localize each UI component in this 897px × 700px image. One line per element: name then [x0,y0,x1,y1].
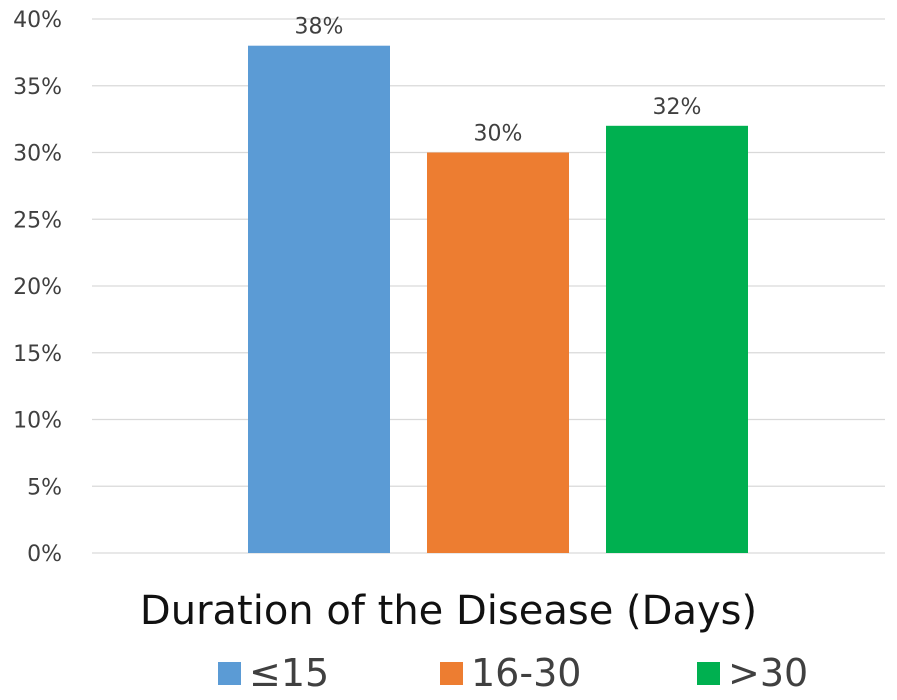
legend-label-2: 16-30 [471,651,581,695]
y-tick-label: 40% [13,8,62,33]
legend-swatch-3 [697,662,720,685]
legend-item-1: ≤15 [218,648,329,698]
bar-3 [606,126,748,553]
y-tick-label: 25% [13,208,62,233]
y-tick-label: 15% [13,342,62,367]
legend-label-1: ≤15 [249,651,329,695]
y-tick-label: 30% [13,142,62,167]
legend-swatch-1 [218,662,241,685]
bar-2 [427,153,569,554]
y-tick-label: 5% [27,475,62,500]
legend-item-2: 16-30 [440,648,581,698]
legend-item-3: >30 [697,648,808,698]
y-tick-label: 35% [13,75,62,100]
y-tick-label: 0% [27,542,62,567]
y-tick-label: 10% [13,409,62,434]
data-label-3: 32% [653,95,702,120]
legend: ≤15 16-30 >30 [0,648,897,698]
x-axis-title: Duration of the Disease (Days) [0,588,897,634]
legend-label-3: >30 [728,651,808,695]
bar-1 [248,46,390,553]
data-label-1: 38% [295,15,344,40]
y-tick-label: 20% [13,275,62,300]
legend-swatch-2 [440,662,463,685]
data-label-2: 30% [474,122,523,147]
